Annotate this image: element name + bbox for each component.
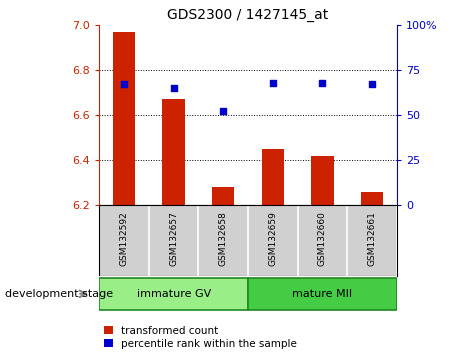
Point xyxy=(220,109,227,114)
Text: GSM132657: GSM132657 xyxy=(169,211,178,266)
Legend: transformed count, percentile rank within the sample: transformed count, percentile rank withi… xyxy=(105,326,297,349)
Text: immature GV: immature GV xyxy=(137,289,211,299)
Text: GSM132659: GSM132659 xyxy=(268,211,277,266)
Point xyxy=(120,81,128,87)
Text: mature MII: mature MII xyxy=(292,289,353,299)
Bar xyxy=(311,156,334,205)
Text: GSM132661: GSM132661 xyxy=(368,211,377,266)
FancyBboxPatch shape xyxy=(99,278,248,310)
Point xyxy=(319,80,326,85)
Text: GSM132660: GSM132660 xyxy=(318,211,327,266)
Text: GSM132658: GSM132658 xyxy=(219,211,228,266)
Bar xyxy=(262,149,284,205)
Bar xyxy=(162,99,185,205)
Bar xyxy=(212,187,235,205)
Text: development stage: development stage xyxy=(5,289,113,299)
Bar xyxy=(361,192,383,205)
Point xyxy=(170,85,177,91)
Point xyxy=(368,81,376,87)
Title: GDS2300 / 1427145_at: GDS2300 / 1427145_at xyxy=(167,8,329,22)
Point xyxy=(269,80,276,85)
Text: GSM132592: GSM132592 xyxy=(120,211,129,266)
FancyBboxPatch shape xyxy=(248,278,397,310)
Bar xyxy=(113,32,135,205)
